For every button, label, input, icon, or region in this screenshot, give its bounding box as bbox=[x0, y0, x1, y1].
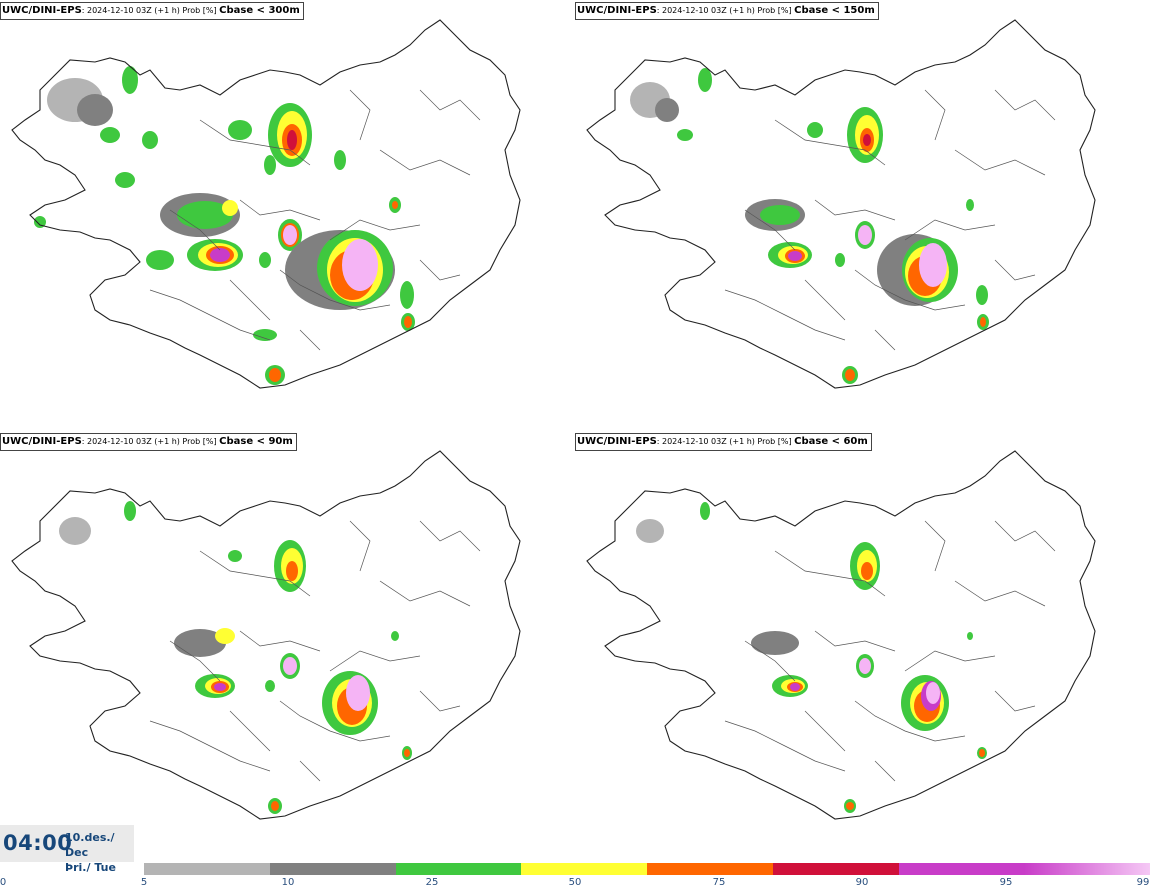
panel-title: UWC/DINI-EPS: 2024-12-10 03Z (+1 h) Prob… bbox=[575, 2, 879, 20]
legend-swatch bbox=[1024, 863, 1150, 875]
run-info: : 2024-12-10 03Z (+1 h) Prob [%] bbox=[81, 437, 220, 446]
panel-title: UWC/DINI-EPS: 2024-12-10 03Z (+1 h) Prob… bbox=[0, 2, 304, 20]
panel-title: UWC/DINI-EPS: 2024-12-10 03Z (+1 h) Prob… bbox=[575, 433, 872, 451]
model-name: UWC/DINI-EPS bbox=[577, 5, 657, 16]
variable-name: Cbase < 150m bbox=[794, 5, 875, 16]
run-info: : 2024-12-10 03Z (+1 h) Prob [%] bbox=[656, 437, 795, 446]
legend-swatch bbox=[144, 863, 270, 875]
valid-time-clock: 04:00 bbox=[3, 831, 73, 855]
legend-tick-label: 90 bbox=[855, 877, 869, 888]
legend-swatch bbox=[521, 863, 647, 875]
map-panel-cbase-150m: UWC/DINI-EPS: 2024-12-10 03Z (+1 h) Prob… bbox=[575, 0, 1150, 430]
legend-tick-label: 10 bbox=[281, 877, 295, 888]
probability-color-legend bbox=[144, 863, 1150, 875]
legend-tick-label: 25 bbox=[425, 877, 439, 888]
model-name: UWC/DINI-EPS bbox=[2, 5, 82, 16]
iceland-probability-map bbox=[586, 19, 1096, 389]
iceland-probability-map bbox=[11, 19, 521, 389]
variable-name: Cbase < 60m bbox=[794, 436, 868, 447]
legend-swatch bbox=[395, 863, 522, 875]
legend-tick-label: 50 bbox=[568, 877, 582, 888]
valid-time-box: 04:00 10.des./ Dec Þri./ Tue bbox=[0, 825, 134, 874]
legend-swatch bbox=[269, 863, 396, 875]
map-panel-cbase-300m: UWC/DINI-EPS: 2024-12-10 03Z (+1 h) Prob… bbox=[0, 0, 575, 430]
variable-name: Cbase < 90m bbox=[219, 436, 293, 447]
legend-tick-label: 75 bbox=[712, 877, 726, 888]
legend-swatch bbox=[772, 863, 899, 875]
variable-name: Cbase < 300m bbox=[219, 5, 300, 16]
run-info: : 2024-12-10 03Z (+1 h) Prob [%] bbox=[656, 6, 795, 15]
valid-date-line1: 10.des./ Dec bbox=[65, 831, 115, 859]
map-panel-cbase-60m: UWC/DINI-EPS: 2024-12-10 03Z (+1 h) Prob… bbox=[575, 431, 1150, 861]
run-info: : 2024-12-10 03Z (+1 h) Prob [%] bbox=[81, 6, 220, 15]
legend-swatch bbox=[898, 863, 1025, 875]
legend-tick-label: 5 bbox=[140, 877, 148, 888]
panel-title: UWC/DINI-EPS: 2024-12-10 03Z (+1 h) Prob… bbox=[0, 433, 297, 451]
legend-tick-label: 0 bbox=[0, 877, 7, 888]
valid-date-line2: Þri./ Tue bbox=[65, 861, 116, 874]
model-name: UWC/DINI-EPS bbox=[2, 436, 82, 447]
valid-date: 10.des./ Dec Þri./ Tue bbox=[65, 830, 134, 875]
legend-tick-label: 95 bbox=[999, 877, 1013, 888]
iceland-probability-map bbox=[11, 450, 521, 820]
map-panel-cbase-90m: UWC/DINI-EPS: 2024-12-10 03Z (+1 h) Prob… bbox=[0, 431, 575, 861]
iceland-probability-map bbox=[586, 450, 1096, 820]
legend-tick-label: 99 bbox=[1136, 877, 1150, 888]
model-name: UWC/DINI-EPS bbox=[577, 436, 657, 447]
legend-swatch bbox=[647, 863, 773, 875]
